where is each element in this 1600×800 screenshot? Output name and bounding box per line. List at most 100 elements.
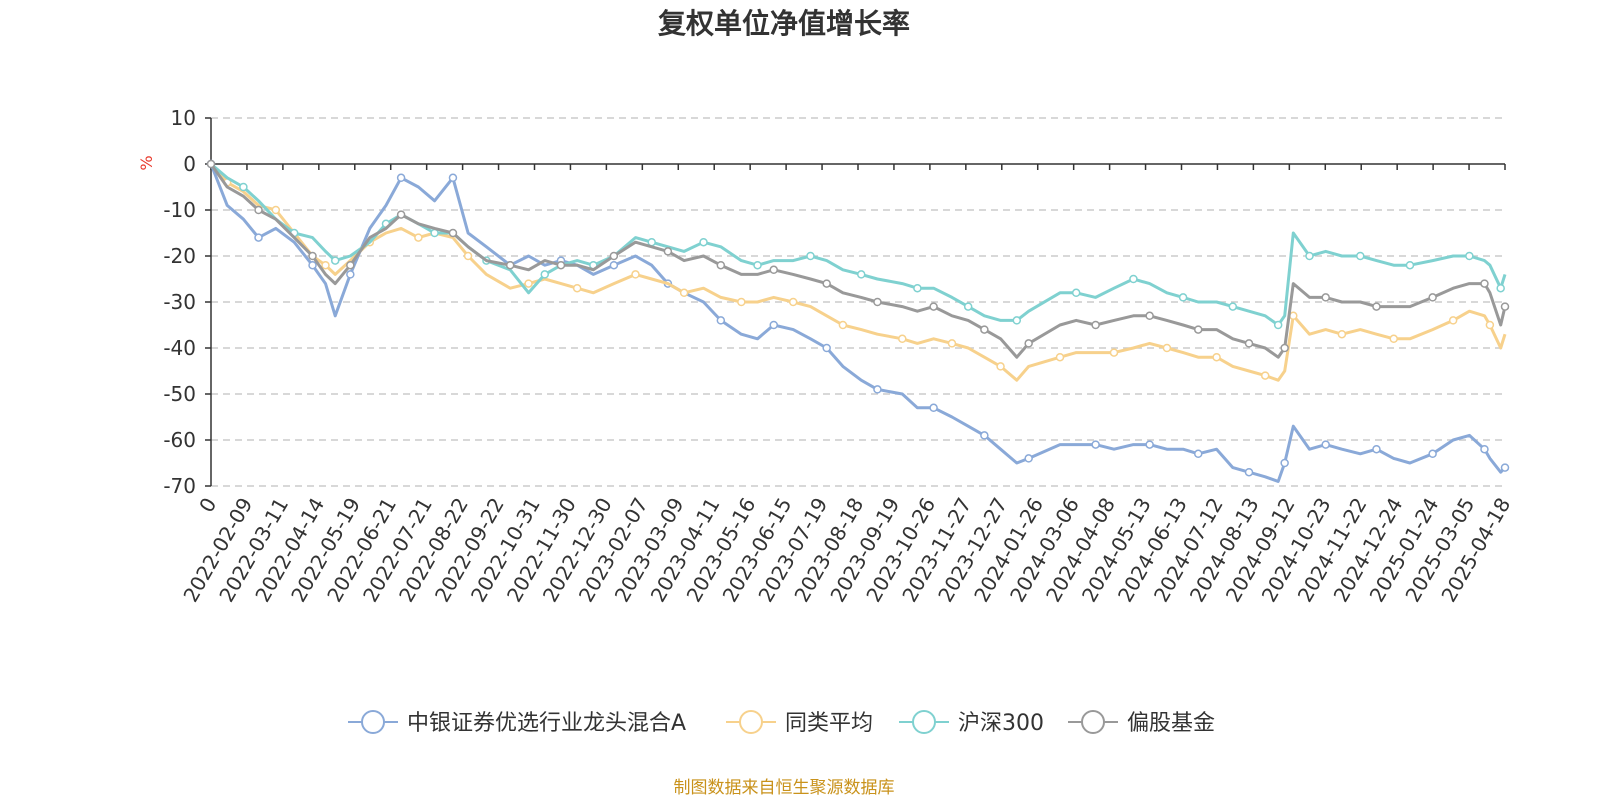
data-point	[254, 233, 263, 242]
data-point	[996, 362, 1005, 371]
y-axis-unit: %	[137, 155, 156, 170]
data-point	[631, 270, 640, 279]
data-point	[448, 173, 458, 183]
legend-item[interactable]: 沪深300	[899, 710, 1044, 736]
data-point	[1228, 302, 1238, 311]
legend-item[interactable]: 同类平均	[726, 710, 873, 736]
data-point	[1428, 449, 1437, 459]
legend-item[interactable]: 中银证券优选行业龙头混合A	[348, 710, 686, 736]
data-point	[753, 260, 762, 270]
data-point	[699, 237, 708, 247]
data-point	[929, 302, 938, 311]
data-point	[769, 265, 778, 275]
y-tick-label: -30	[163, 290, 196, 314]
data-point	[609, 251, 619, 261]
data-point	[822, 343, 831, 353]
data-point	[1465, 251, 1474, 261]
data-point	[556, 260, 566, 270]
data-point	[1448, 316, 1458, 325]
y-tick-label: -40	[163, 336, 196, 360]
data-point	[788, 297, 798, 307]
data-point	[540, 270, 550, 279]
data-point	[1012, 316, 1022, 325]
data-point	[1372, 302, 1381, 311]
axes: 100-10-20-30-40-50-60-7002022-02-092022-…	[163, 106, 1515, 606]
data-point	[663, 247, 673, 256]
legend-label: 中银证券优选行业龙头混合A	[407, 711, 686, 736]
data-point	[1129, 274, 1138, 284]
data-point	[271, 205, 281, 215]
data-point	[308, 260, 317, 270]
data-point	[947, 339, 957, 348]
data-point	[1260, 371, 1270, 380]
series-line	[209, 163, 1507, 483]
data-point	[239, 182, 248, 192]
data-point	[1289, 311, 1298, 321]
data-point	[414, 233, 423, 242]
data-point	[1178, 293, 1188, 302]
data-point	[1244, 467, 1254, 477]
data-point	[898, 334, 907, 344]
data-point	[330, 256, 340, 265]
data-point	[1500, 463, 1510, 472]
series-lines	[206, 159, 1510, 483]
legend-swatch-marker	[739, 710, 763, 734]
y-tick-label: -50	[163, 382, 196, 406]
data-point	[769, 320, 778, 330]
data-point	[1071, 288, 1081, 298]
data-point	[1273, 320, 1283, 330]
data-point	[679, 288, 689, 298]
data-point	[448, 228, 458, 238]
data-point	[822, 279, 831, 288]
data-point	[1280, 458, 1289, 468]
data-point	[1193, 325, 1203, 334]
data-point	[1091, 440, 1100, 449]
data-point	[980, 325, 989, 334]
chart-title: 复权单位净值增长率	[658, 7, 910, 40]
data-point	[1428, 293, 1437, 302]
data-point	[396, 210, 406, 219]
legend-label: 同类平均	[785, 711, 873, 736]
data-point	[1500, 302, 1510, 311]
data-point	[856, 270, 866, 279]
data-source-note: 制图数据来自恒生聚源数据库	[674, 778, 895, 798]
legend[interactable]: 中银证券优选行业龙头混合A 同类平均 沪深300 偏股基金	[348, 710, 1215, 736]
grid-lines	[211, 117, 1505, 487]
data-point	[913, 283, 922, 293]
data-point	[838, 320, 848, 330]
data-point	[1055, 352, 1065, 362]
data-point	[1321, 293, 1330, 302]
data-point	[1480, 444, 1489, 454]
y-tick-label: 0	[183, 152, 196, 176]
data-point	[396, 173, 406, 183]
data-point	[524, 279, 533, 288]
data-point	[1212, 352, 1221, 362]
data-point	[1356, 251, 1365, 261]
data-point	[716, 316, 726, 325]
data-point	[1145, 311, 1154, 321]
data-point	[929, 403, 938, 413]
data-point	[1496, 283, 1505, 293]
data-point	[1162, 343, 1172, 353]
data-point	[873, 385, 882, 394]
data-point	[980, 431, 989, 440]
data-point	[206, 159, 216, 169]
data-point	[609, 260, 619, 270]
data-point	[873, 297, 882, 307]
data-point	[1145, 440, 1154, 449]
legend-swatch-marker	[912, 710, 936, 734]
legend-swatch-marker	[361, 710, 385, 734]
data-point	[1321, 440, 1330, 449]
data-point	[1244, 339, 1254, 348]
data-point	[806, 251, 815, 261]
series-line	[210, 162, 1507, 327]
data-point	[1485, 320, 1495, 330]
legend-swatch-marker	[1081, 710, 1105, 734]
data-point	[308, 251, 317, 261]
y-tick-label: -20	[163, 244, 196, 268]
data-point	[1193, 449, 1203, 459]
legend-label: 偏股基金	[1127, 711, 1215, 736]
data-point	[321, 260, 330, 270]
legend-item[interactable]: 偏股基金	[1068, 710, 1215, 736]
data-point	[1480, 279, 1489, 288]
